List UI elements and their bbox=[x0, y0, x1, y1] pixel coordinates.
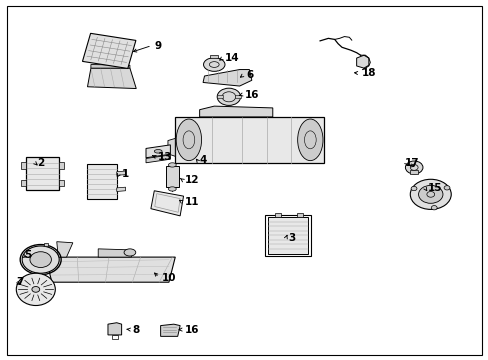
Ellipse shape bbox=[22, 246, 59, 273]
Text: 5: 5 bbox=[24, 250, 31, 260]
Text: 2: 2 bbox=[37, 158, 44, 168]
Bar bbox=[112, 335, 118, 338]
Text: 10: 10 bbox=[161, 273, 176, 283]
Bar bbox=[267, 217, 307, 253]
FancyArrowPatch shape bbox=[90, 45, 130, 51]
Ellipse shape bbox=[430, 206, 436, 210]
Polygon shape bbox=[146, 155, 170, 163]
Bar bbox=[409, 170, 417, 174]
FancyArrowPatch shape bbox=[92, 39, 131, 46]
Text: 11: 11 bbox=[184, 197, 199, 207]
FancyArrowPatch shape bbox=[98, 39, 105, 61]
Bar bbox=[26, 157, 59, 190]
Bar bbox=[175, 117, 324, 163]
Polygon shape bbox=[167, 138, 175, 156]
FancyArrowPatch shape bbox=[113, 41, 120, 63]
Polygon shape bbox=[108, 323, 122, 335]
Text: 14: 14 bbox=[224, 53, 239, 63]
Text: 18: 18 bbox=[361, 68, 375, 78]
Ellipse shape bbox=[32, 287, 40, 292]
Polygon shape bbox=[91, 64, 130, 68]
Bar bbox=[82, 33, 136, 68]
Text: 12: 12 bbox=[184, 175, 199, 185]
Polygon shape bbox=[45, 257, 175, 282]
Bar bbox=[43, 243, 48, 246]
Ellipse shape bbox=[16, 273, 55, 306]
Bar bbox=[59, 180, 64, 186]
Ellipse shape bbox=[154, 149, 162, 153]
Bar bbox=[21, 180, 26, 186]
Ellipse shape bbox=[410, 186, 416, 191]
FancyArrowPatch shape bbox=[91, 37, 97, 60]
Polygon shape bbox=[356, 55, 368, 68]
Text: 13: 13 bbox=[158, 152, 172, 162]
Text: 6: 6 bbox=[245, 70, 253, 80]
Text: 8: 8 bbox=[132, 325, 139, 334]
FancyArrowPatch shape bbox=[106, 40, 112, 62]
Polygon shape bbox=[151, 191, 183, 216]
FancyArrowPatch shape bbox=[121, 42, 127, 65]
Text: 15: 15 bbox=[427, 183, 441, 193]
Ellipse shape bbox=[168, 163, 176, 167]
Polygon shape bbox=[203, 69, 251, 86]
Text: 4: 4 bbox=[199, 155, 206, 165]
Bar bbox=[217, 95, 223, 98]
Bar bbox=[297, 213, 303, 217]
Polygon shape bbox=[98, 249, 132, 257]
FancyArrowPatch shape bbox=[87, 56, 126, 62]
Text: 16: 16 bbox=[184, 325, 199, 334]
Ellipse shape bbox=[217, 88, 240, 105]
Text: 16: 16 bbox=[244, 90, 259, 100]
Polygon shape bbox=[199, 106, 272, 117]
Polygon shape bbox=[146, 145, 170, 158]
Ellipse shape bbox=[297, 119, 323, 161]
Polygon shape bbox=[160, 324, 180, 336]
Ellipse shape bbox=[124, 249, 136, 256]
Text: 9: 9 bbox=[154, 41, 161, 50]
Text: 7: 7 bbox=[16, 277, 23, 287]
Text: 1: 1 bbox=[122, 168, 129, 179]
Polygon shape bbox=[57, 242, 73, 257]
Bar bbox=[234, 95, 240, 98]
Ellipse shape bbox=[405, 161, 422, 174]
Bar bbox=[210, 55, 218, 58]
Bar bbox=[165, 166, 179, 187]
Ellipse shape bbox=[443, 186, 449, 190]
Polygon shape bbox=[117, 171, 125, 175]
Ellipse shape bbox=[409, 179, 450, 210]
Bar bbox=[59, 162, 64, 168]
Polygon shape bbox=[87, 68, 136, 89]
Polygon shape bbox=[117, 187, 125, 192]
Ellipse shape bbox=[203, 58, 224, 71]
Bar bbox=[275, 213, 281, 217]
Bar bbox=[87, 163, 117, 199]
Bar bbox=[21, 162, 26, 168]
Ellipse shape bbox=[176, 119, 201, 161]
Ellipse shape bbox=[30, 252, 51, 267]
FancyArrowPatch shape bbox=[88, 51, 128, 57]
Bar bbox=[264, 215, 310, 256]
Ellipse shape bbox=[418, 185, 442, 203]
Ellipse shape bbox=[168, 187, 176, 191]
Text: 17: 17 bbox=[404, 158, 418, 168]
Text: 3: 3 bbox=[288, 233, 295, 243]
